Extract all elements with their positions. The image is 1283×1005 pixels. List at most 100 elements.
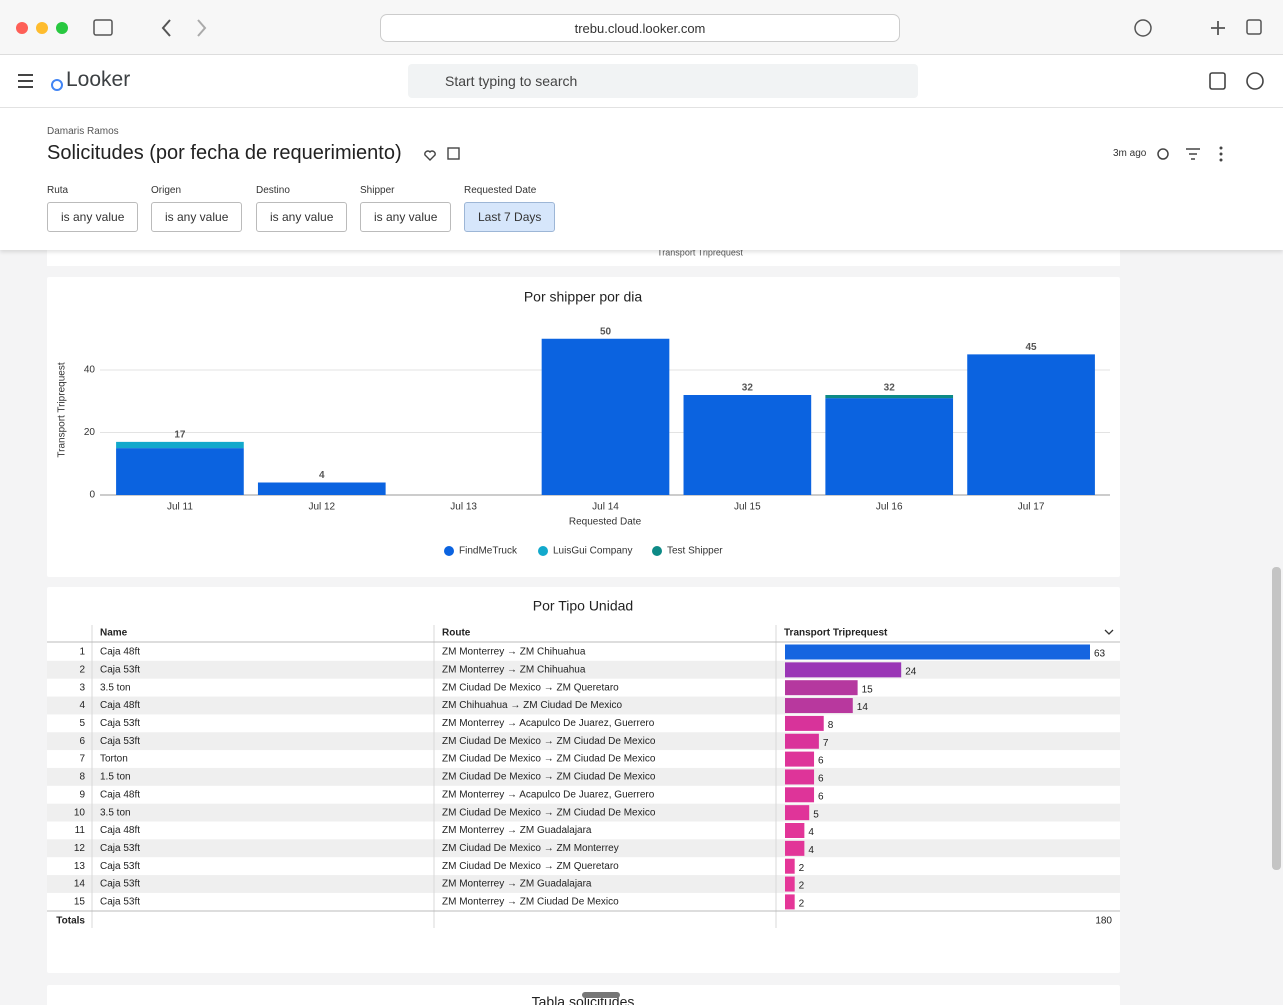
cell-name: Caja 53ft <box>100 736 140 747</box>
help-button[interactable] <box>1209 72 1226 90</box>
cell-route: ZM Ciudad De Mexico → ZM Ciudad De Mexic… <box>442 772 656 783</box>
totals-label: Totals <box>56 916 85 927</box>
legend-label: FindMeTruck <box>459 546 518 557</box>
value-bar <box>785 715 824 731</box>
bar-segment <box>541 338 670 495</box>
back-button[interactable] <box>161 19 171 37</box>
row-number: 11 <box>75 825 86 836</box>
bar-segment <box>967 354 1095 495</box>
filter-button[interactable]: is any value <box>47 202 139 232</box>
app-header: Looker Start typing to search <box>0 55 1283 108</box>
sidebar-button[interactable] <box>93 19 113 36</box>
filter-label: Shipper <box>360 185 395 196</box>
row-number: 14 <box>74 879 86 890</box>
total-label: 50 <box>600 326 612 337</box>
filter-button[interactable]: Last 7 Days <box>464 202 556 232</box>
column-header: Transport Triprequest <box>784 628 888 639</box>
value-bar <box>785 644 1090 660</box>
toolbar-icons <box>16 19 1262 37</box>
logo[interactable]: Looker <box>66 68 131 91</box>
table-title: Por Tipo Unidad <box>533 598 633 614</box>
new-tab-button[interactable] <box>1211 21 1225 35</box>
column-header: Route <box>442 628 471 639</box>
cell-route: ZM Ciudad De Mexico → ZM Ciudad De Mexic… <box>442 807 656 818</box>
filter-button[interactable]: is any value <box>256 202 348 232</box>
row-number: 12 <box>74 843 86 854</box>
cell-route: ZM Monterrey → Acapulco De Juarez, Guerr… <box>442 718 655 729</box>
more-button[interactable] <box>1219 146 1223 150</box>
row-number: 7 <box>79 754 85 765</box>
dashboard-title: Solicitudes (por fecha de requerimiento) <box>47 142 402 164</box>
reload-button[interactable] <box>1157 148 1169 160</box>
row-shade <box>47 767 1120 786</box>
drag-handle[interactable] <box>582 992 620 998</box>
cell-route: ZM Monterrey → ZM Chihuahua <box>442 664 586 675</box>
downloads-button[interactable] <box>1134 19 1152 37</box>
row-number: 2 <box>79 664 85 675</box>
y-axis-label: Transport Triprequest <box>57 362 68 457</box>
cell-route: ZM Ciudad De Mexico → ZM Queretaro <box>442 682 619 693</box>
owner: Damaris Ramos <box>47 126 119 137</box>
row-number: 9 <box>79 789 85 800</box>
forward-button[interactable] <box>197 19 207 37</box>
menu-button[interactable] <box>18 74 33 88</box>
cell-route: ZM Monterrey → ZM Guadalajara <box>442 879 592 890</box>
address-bar[interactable]: trebu.cloud.looker.com <box>380 14 900 42</box>
cell-name: Caja 53ft <box>100 843 140 854</box>
cell-route: ZM Monterrey → ZM Guadalajara <box>442 825 592 836</box>
zoom-button[interactable] <box>56 22 68 34</box>
cell-name: Caja 53ft <box>100 664 140 675</box>
legend-label: LuisGui Company <box>553 546 632 557</box>
total-label: 32 <box>884 383 896 394</box>
legend-marker <box>538 546 548 556</box>
cell-value: 63 <box>1094 649 1106 660</box>
value-bar <box>785 698 853 714</box>
cell-route: ZM Ciudad De Mexico → ZM Ciudad De Mexic… <box>442 754 656 765</box>
cell-name: 1.5 ton <box>100 772 131 783</box>
cell-value: 6 <box>818 791 824 802</box>
value-bar <box>785 823 805 838</box>
cell-route: ZM Ciudad De Mexico → ZM Ciudad De Mexic… <box>442 736 656 747</box>
account-button[interactable] <box>1246 72 1264 90</box>
row-number: 5 <box>79 718 85 729</box>
total-label: 32 <box>742 383 754 394</box>
value-bar <box>785 894 795 910</box>
cell-route: ZM Chihuahua → ZM Ciudad De Mexico <box>442 700 623 711</box>
tabs-button[interactable] <box>1246 19 1262 35</box>
sort-icon[interactable] <box>1104 629 1114 635</box>
total-label: 45 <box>1026 342 1038 353</box>
dash-icons <box>424 146 1223 162</box>
favorite-button[interactable] <box>424 150 436 161</box>
row-shade <box>47 875 1120 893</box>
copy-button[interactable] <box>447 147 460 160</box>
cell-name: 3.5 ton <box>100 682 131 693</box>
cell-name: Torton <box>100 754 128 765</box>
x-tick-label: Jul 13 <box>450 502 477 513</box>
previous-axis-label: Transport Triprequest <box>657 247 743 257</box>
minimize-button[interactable] <box>36 22 48 34</box>
cell-name: Caja 48ft <box>100 700 140 711</box>
x-tick-label: Jul 15 <box>734 502 761 513</box>
x-axis-label: Requested Date <box>569 517 642 528</box>
value-bar <box>785 787 815 803</box>
bar-segment <box>825 398 954 495</box>
cell-name: Caja 48ft <box>100 825 140 836</box>
scrollbar[interactable] <box>1272 567 1281 870</box>
close-button[interactable] <box>16 22 28 34</box>
search-box[interactable]: Start typing to search <box>408 64 918 98</box>
cell-value: 24 <box>905 666 917 677</box>
filter-label: Origen <box>151 185 182 196</box>
cell-name: Caja 53ft <box>100 879 140 890</box>
filter-button[interactable] <box>1186 148 1200 160</box>
y-tick-label: 20 <box>84 427 96 438</box>
legend-marker <box>444 546 454 556</box>
row-number: 10 <box>74 807 86 818</box>
cell-value: 2 <box>799 863 805 874</box>
filter-button[interactable]: is any value <box>360 202 452 232</box>
value-bar <box>785 733 819 749</box>
legend-label: Test Shipper <box>667 546 723 557</box>
filter-button[interactable]: is any value <box>151 202 243 232</box>
legend-marker <box>652 546 662 556</box>
bar-segment <box>825 395 954 399</box>
